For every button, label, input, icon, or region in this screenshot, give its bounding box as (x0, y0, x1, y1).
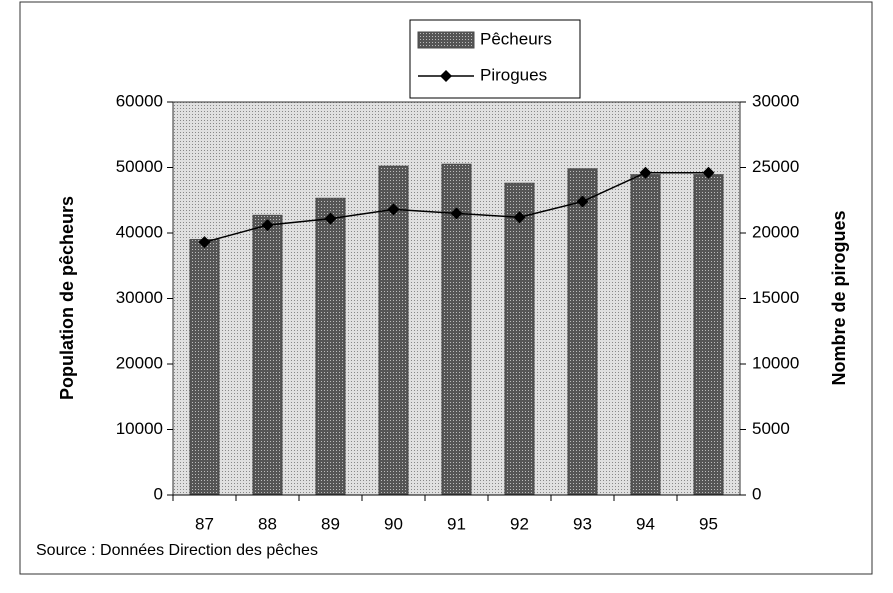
x-tick-label: 87 (195, 514, 214, 533)
marker (639, 166, 652, 179)
y-tick-label: 20000 (116, 353, 163, 372)
legend-swatch (417, 31, 475, 49)
x-tick-label: 90 (384, 514, 403, 533)
y2-axis-title: Nombre de pirogues (829, 210, 849, 385)
bar (567, 168, 598, 496)
legend-label: Pêcheurs (480, 29, 552, 48)
y2-tick-label: 15000 (752, 288, 799, 307)
y2-tick-label: 30000 (752, 91, 799, 110)
y2-tick-label: 20000 (752, 222, 799, 241)
y-tick-label: 10000 (116, 419, 163, 438)
marker (261, 219, 274, 232)
y2-tick-label: 10000 (752, 353, 799, 372)
bar (315, 197, 346, 496)
y-tick-label: 30000 (116, 288, 163, 307)
marker (450, 207, 463, 220)
bar (504, 182, 535, 496)
y-tick-label: 40000 (116, 222, 163, 241)
y-axis-title: Population de pêcheurs (57, 196, 77, 400)
bar (693, 174, 724, 496)
source-note: Source : Données Direction des pêches (36, 542, 318, 559)
x-tick-label: 91 (447, 514, 466, 533)
marker (513, 211, 526, 224)
frame (19, 1, 873, 575)
bar (378, 165, 409, 496)
x-tick-label: 89 (321, 514, 340, 533)
y2-tick-label: 5000 (752, 419, 790, 438)
bar (441, 163, 472, 496)
legend-label: Pirogues (480, 65, 547, 84)
bar (252, 214, 283, 496)
y2-tick-label: 25000 (752, 157, 799, 176)
y-tick-label: 0 (154, 484, 163, 503)
marker (702, 166, 715, 179)
x-tick-label: 95 (699, 514, 718, 533)
bar (630, 174, 661, 496)
marker (387, 203, 400, 216)
marker (576, 195, 589, 208)
y-tick-label: 50000 (116, 157, 163, 176)
x-tick-label: 88 (258, 514, 277, 533)
marker (324, 212, 337, 225)
y-tick-label: 60000 (116, 91, 163, 110)
legend-marker (440, 70, 452, 82)
bar (189, 239, 220, 496)
x-tick-label: 92 (510, 514, 529, 533)
marker (198, 236, 211, 249)
y2-tick-label: 0 (752, 484, 761, 503)
x-tick-label: 93 (573, 514, 592, 533)
x-tick-label: 94 (636, 514, 655, 533)
